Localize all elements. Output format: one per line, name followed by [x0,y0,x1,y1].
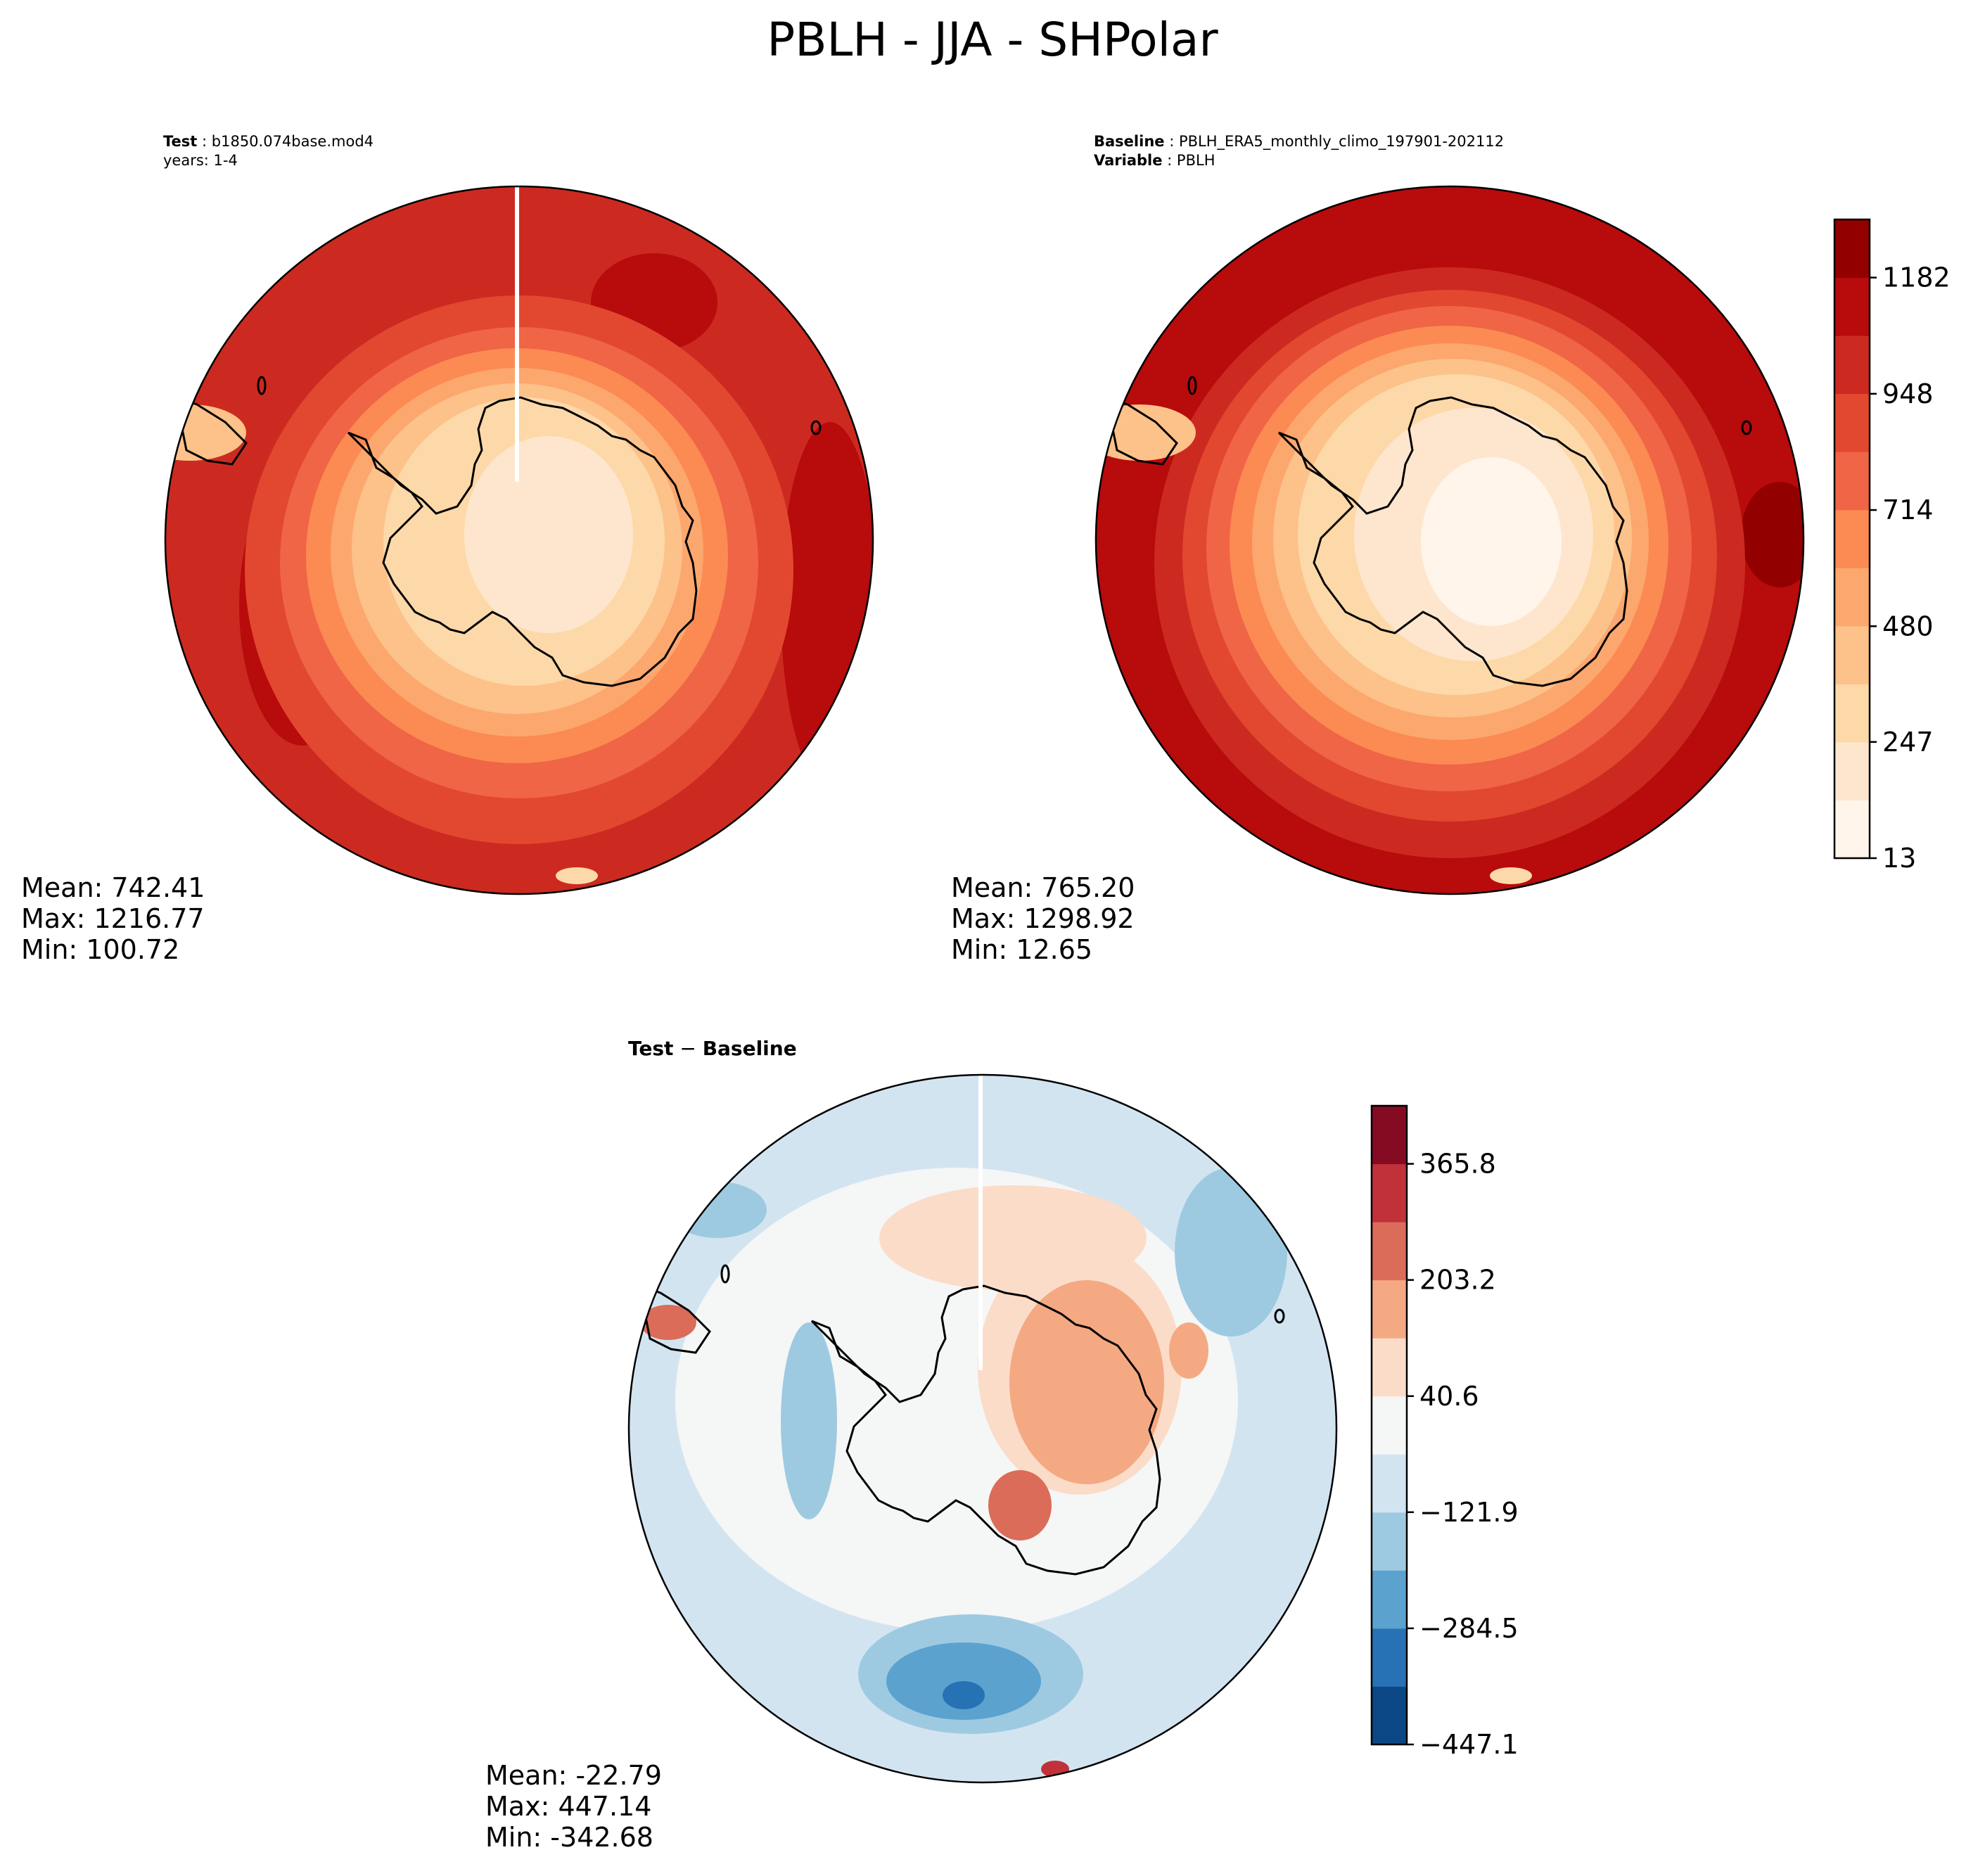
baseline-colorbar-level-8 [1834,336,1870,395]
diff-missing-stripe [978,1075,983,1370]
test-stats: Mean: 742.41 Max: 1216.77 Min: 100.72 [21,872,205,965]
diff-title-operator: − [673,1037,703,1060]
baseline-colorbar-level-1 [1834,741,1870,800]
baseline-header: Baseline : PBLH_ERA5_monthly_climo_19790… [1094,133,1505,169]
diff-stats: Mean: -22.79 Max: 447.14 Min: -342.68 [485,1760,662,1853]
test-map-boundary [164,185,874,895]
diff-colorbar-level-10 [1372,1106,1407,1165]
baseline-colorbar-level-9 [1834,277,1870,336]
baseline-colorbar-tick-label-3: 714 [1882,494,1934,525]
diff-colorbar-level-2 [1372,1570,1407,1629]
baseline-colorbar-tick-label-0: 13 [1882,843,1916,874]
test-map [165,186,873,894]
baseline-map-boundary [1094,185,1805,895]
test-missing-stripe [515,186,519,482]
diff-colorbar-level-1 [1372,1628,1407,1687]
diff-colorbar: −447.1 −284.5 −121.9 40.6 203.2 365.8 [1370,1104,1519,1760]
diff-mean: Mean: -22.79 [485,1760,662,1791]
diff-map [629,1075,1336,1782]
baseline-colorbar-tick-label-4: 948 [1882,378,1934,409]
diff-colorbar-level-3 [1372,1512,1407,1571]
diff-colorbar-tick-label-2: −121.9 [1419,1497,1519,1528]
baseline-map [1096,186,1804,894]
diff-title-right: Baseline [702,1037,797,1060]
baseline-colorbar-level-0 [1834,800,1870,859]
diff-colorbar-level-8 [1372,1222,1407,1281]
baseline-mean: Mean: 765.20 [951,872,1135,903]
diff-colorbar-level-7 [1372,1280,1407,1339]
baseline-min: Min: 12.65 [951,934,1093,965]
baseline-variable-label: Variable [1094,152,1163,169]
diff-colorbar-tick-label-5: 365.8 [1419,1149,1496,1180]
diff-colorbar-level-5 [1372,1396,1407,1455]
baseline-colorbar-level-4 [1834,568,1870,627]
baseline-case-name: PBLH_ERA5_monthly_climo_197901-202112 [1178,133,1505,150]
diff-colorbar-level-0 [1372,1686,1407,1745]
baseline-colorbar-level-3 [1834,625,1870,684]
diff-colorbar-tick-label-0: −447.1 [1419,1729,1519,1760]
baseline-colorbar-level-7 [1834,393,1870,452]
diff-colorbar-tick-label-4: 203.2 [1419,1265,1496,1296]
diff-max: Max: 447.14 [485,1791,652,1822]
diff-colorbar-level-4 [1372,1454,1407,1513]
diff-colorbar-frame [1370,1104,1408,1746]
test-label: Test [163,133,198,150]
test-min: Min: 100.72 [21,934,180,965]
diff-min: Min: -342.68 [485,1822,653,1853]
test-mean: Mean: 742.41 [21,872,205,903]
test-header: Test : b1850.074base.mod4 years: 1-4 [163,133,374,169]
diff-title-left: Test [628,1037,674,1060]
diff-colorbar-level-6 [1372,1338,1407,1397]
diff-coastline [638,1264,1285,1576]
test-years: years: 1-4 [163,152,238,169]
baseline-colorbar-level-2 [1834,684,1870,743]
baseline-colorbar-level-10 [1834,219,1870,279]
diff-colorbar-tick-label-3: 40.6 [1419,1381,1479,1412]
test-case-name: b1850.074base.mod4 [211,133,374,150]
baseline-colorbar-level-6 [1834,452,1870,511]
diff-map-boundary [627,1073,1338,1784]
test-max: Max: 1216.77 [21,903,205,934]
baseline-max: Max: 1298.92 [951,903,1135,934]
diff-colorbar-tick-label-1: −284.5 [1419,1613,1519,1644]
baseline-coastline [1105,376,1752,687]
baseline-colorbar-tick-label-5: 1182 [1882,262,1951,293]
baseline-stats: Mean: 765.20 Max: 1298.92 Min: 12.65 [951,872,1135,965]
baseline-colorbar-tick-label-1: 247 [1882,727,1934,758]
test-coastline [174,376,822,687]
figure-title: PBLH - JJA - SHPolar [767,13,1218,67]
baseline-variable-value: PBLH [1176,152,1215,169]
baseline-colorbar-level-5 [1834,509,1870,568]
baseline-colorbar-tick-label-2: 480 [1882,611,1934,642]
diff-title: Test − Baseline [628,1037,797,1060]
baseline-label: Baseline [1094,133,1165,150]
baseline-colorbar-frame [1833,218,1871,860]
diff-colorbar-level-9 [1372,1163,1407,1223]
baseline-colorbar: 13 247 480 714 948 1182 [1833,218,1951,874]
